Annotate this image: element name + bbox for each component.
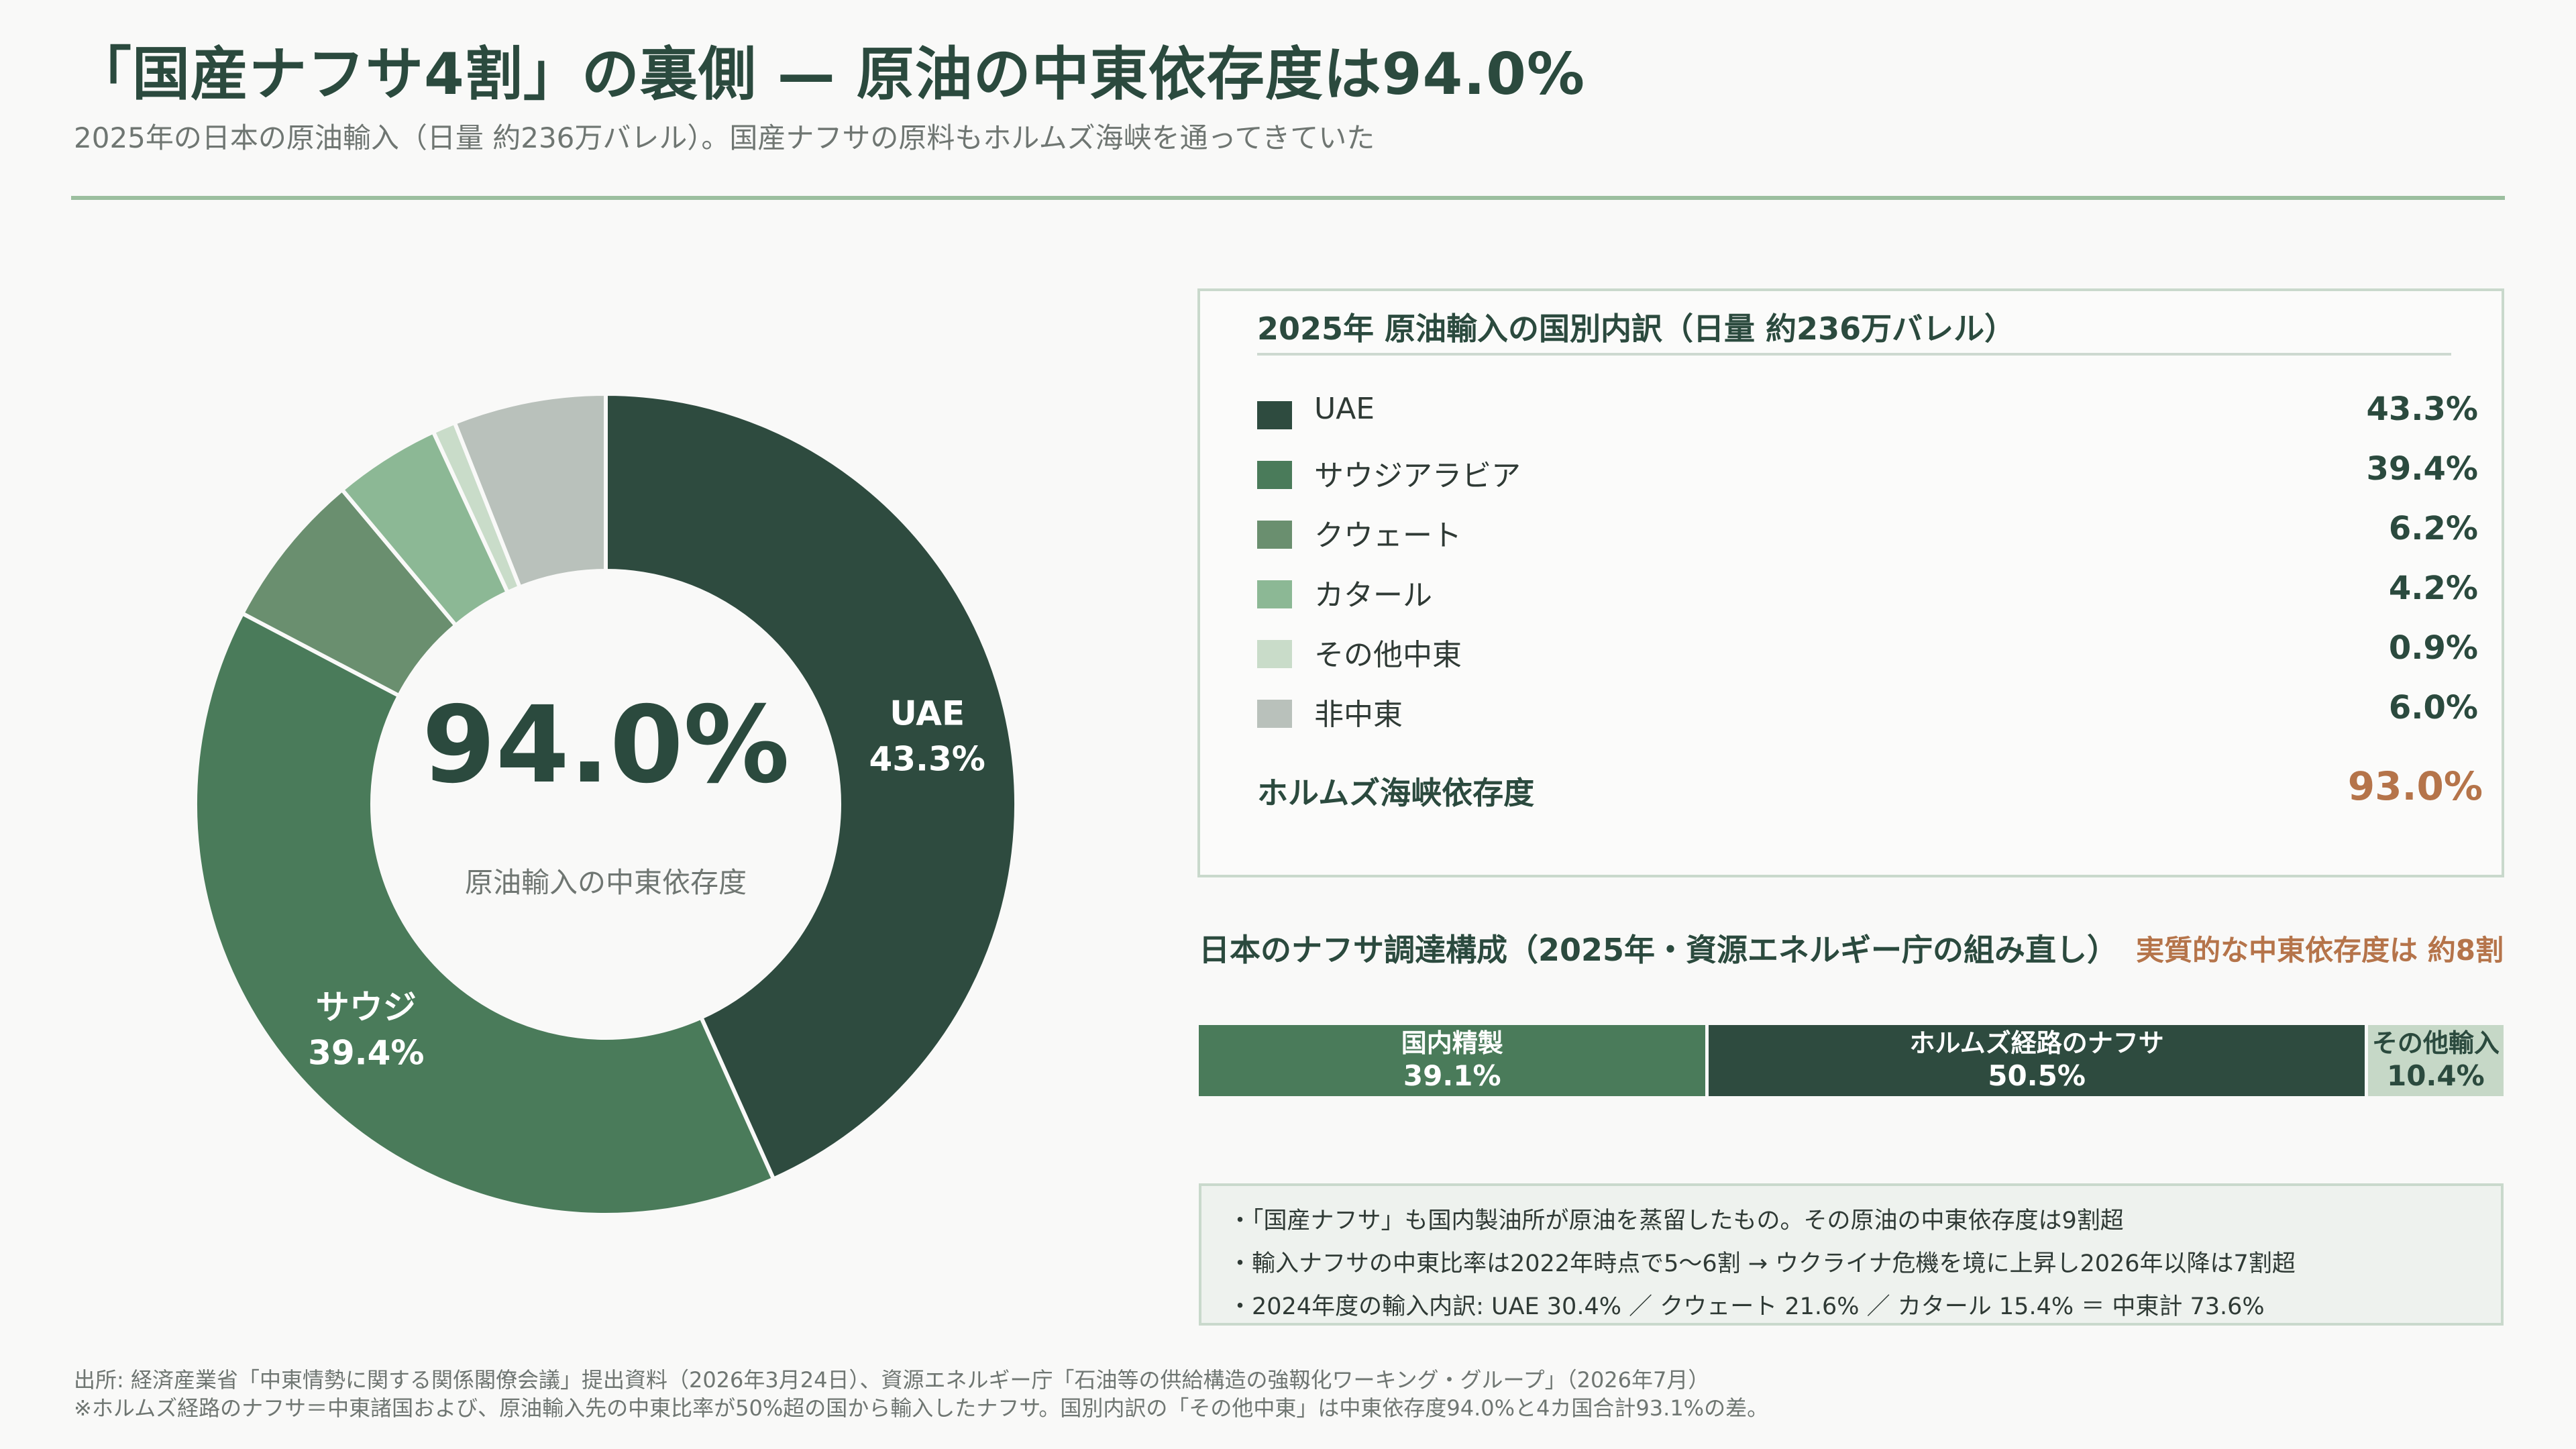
legend-swatch: [1257, 580, 1292, 608]
legend-row: カタール 4.2%: [1257, 566, 2478, 612]
legend-value: 0.9%: [2388, 629, 2478, 667]
stacked-bar-segment: その他輸入 10.4%: [2367, 1025, 2504, 1096]
footer-note: ※ホルムズ経路のナフサ＝中東諸国および、原油輸入先の中東比率が50%超の国から輸…: [74, 1395, 1769, 1421]
legend-swatch: [1257, 640, 1292, 668]
donut-slice: [193, 610, 777, 1217]
legend-label: クウェート: [1314, 519, 1462, 553]
note-line: ・「国産ナフサ」も国内製油所が原油を蒸留したもの。その原油の中東依存度は9割超: [1228, 1208, 2124, 1234]
footer-source: 出所: 経済産業省「中東情勢に関する関係閣僚会議」提出資料（2026年3月24日…: [74, 1367, 1710, 1393]
stacked-bar-segment: ホルムズ経路のナフサ 50.5%: [1709, 1025, 2368, 1096]
legend-swatch: [1257, 461, 1292, 489]
segment-label: ホルムズ経路のナフサ: [1909, 1028, 2164, 1058]
segment-value: 50.5%: [1988, 1059, 2086, 1092]
page-subtitle: 2025年の日本の原油輸入（日量 約236万バレル）。国産ナフサの原料もホルムズ…: [74, 121, 1375, 154]
legend-value: 6.2%: [2388, 510, 2478, 547]
legend-value: 4.2%: [2388, 570, 2478, 607]
legend-row: その他中東 0.9%: [1257, 625, 2478, 672]
segment-label: その他輸入: [2371, 1028, 2500, 1058]
title-divider: [71, 196, 2505, 200]
legend-label: サウジアラビア: [1314, 459, 1521, 493]
naphtha-stacked-bar: 国内精製 39.1% ホルムズ経路のナフサ 50.5% その他輸入 10.4%: [1199, 1025, 2504, 1096]
segment-value: 39.1%: [1403, 1059, 1501, 1092]
legend-heading: 2025年 原油輸入の国別内訳（日量 約236万バレル）: [1257, 311, 2016, 347]
legend-value: 39.4%: [2366, 450, 2478, 488]
legend-label: 非中東: [1314, 698, 1403, 732]
legend-row: UAE 43.3%: [1257, 386, 2478, 433]
legend-swatch: [1257, 401, 1292, 429]
legend-label: UAE: [1314, 392, 1375, 426]
naphtha-annotation: 実質的な中東依存度は 約8割: [2136, 934, 2504, 967]
segment-value: 10.4%: [2386, 1059, 2485, 1092]
note-line: ・輸入ナフサの中東比率は2022年時点で5〜6割 → ウクライナ危機を境に上昇し…: [1228, 1250, 2296, 1277]
donut-center-label: 原油輸入の中東依存度: [465, 866, 747, 899]
notes-panel: ・「国産ナフサ」も国内製油所が原油を蒸留したもの。その原油の中東依存度は9割超 …: [1199, 1183, 2504, 1326]
legend-row: クウェート 6.2%: [1257, 506, 2478, 553]
donut-slice: [604, 391, 1018, 1182]
naphtha-chart-title: 日本のナフサ調達構成（2025年・資源エネルギー庁の組み直し）: [1199, 932, 2118, 968]
segment-label: 国内精製: [1401, 1028, 1503, 1058]
legend-label: その他中東: [1314, 638, 1462, 672]
legend-row: サウジアラビア 39.4%: [1257, 446, 2478, 493]
footer: 出所: 経済産業省「中東情勢に関する関係閣僚会議」提出資料（2026年3月24日…: [74, 1366, 1768, 1422]
note-line: ・2024年度の輸入内訳: UAE 30.4% ／ クウェート 21.6% ／ …: [1228, 1293, 2265, 1320]
donut-center-value: 94.0%: [422, 684, 790, 807]
donut-slice: [451, 391, 608, 590]
legend-swatch: [1257, 700, 1292, 728]
legend-label: カタール: [1314, 578, 1432, 612]
hormuz-dependency-value: 93.0%: [2347, 763, 2483, 809]
stacked-bar-segment: 国内精製 39.1%: [1199, 1025, 1709, 1096]
legend-row: 非中東 6.0%: [1257, 685, 2478, 732]
page-title: 「国産ナフサ4割」の裏側 — 原油の中東依存度は94.0%: [74, 41, 1586, 108]
legend-divider: [1257, 353, 2451, 356]
legend-swatch: [1257, 521, 1292, 549]
legend-value: 43.3%: [2366, 390, 2478, 428]
hormuz-dependency-label: ホルムズ海峡依存度: [1257, 775, 1535, 811]
legend-panel: 2025年 原油輸入の国別内訳（日量 約236万バレル） UAE 43.3% サウジ…: [1197, 288, 2504, 877]
legend-value: 6.0%: [2388, 689, 2478, 727]
